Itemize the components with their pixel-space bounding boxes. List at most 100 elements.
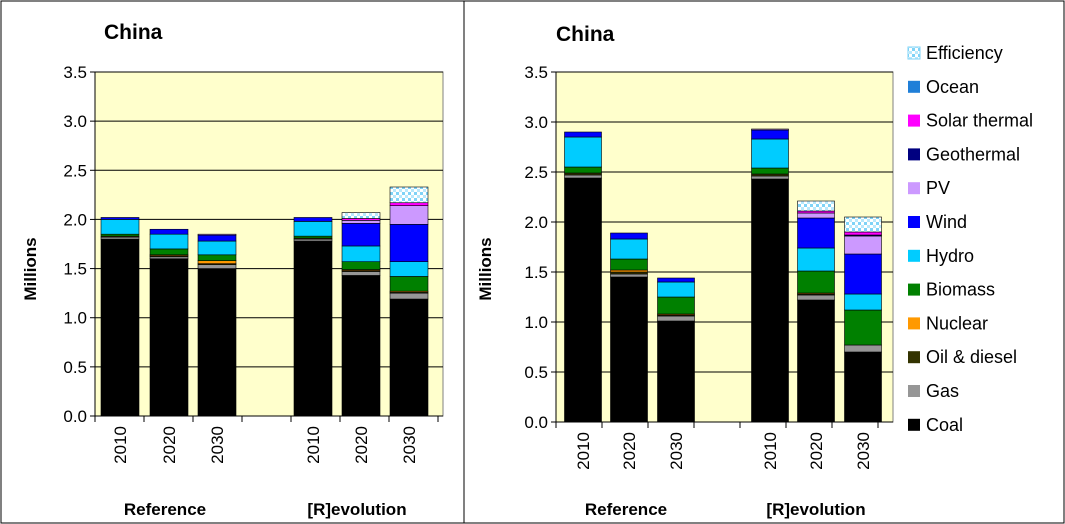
left-bar-efficiency-4 [341,212,381,219]
left-x-tick-label: 2030 [400,426,419,464]
legend-label-ocean: Ocean [926,77,979,97]
left-bar-biomass-1 [149,248,189,256]
left-bar-biomass-2 [197,254,237,262]
right-bar-pv-5 [844,235,882,255]
left-bar-hydro-1 [149,233,189,250]
right-bar-solar-thermal-5 [844,231,882,236]
right-bar-gas-5 [844,344,882,353]
right-x-tick-label: 2030 [667,432,686,470]
right-y-tick-label: 0.5 [524,363,548,382]
legend-label-wind: Wind [926,212,967,232]
left-y-tick-label: 2.5 [63,161,87,180]
left-bar-hydro-0 [100,219,140,235]
right-y-tick-label: 1.0 [524,313,548,332]
right-chart-title: China [556,23,615,46]
left-group-label-reference: Reference [124,500,206,519]
right-bar-hydro-1 [610,238,648,260]
left-bar-coal-3 [293,240,333,417]
right-bar-solar-thermal-4 [797,210,835,214]
right-bar-gas-0 [564,174,602,179]
left-bar-gas-4 [341,271,381,276]
right-bar-hydro-0 [564,136,602,168]
right-bar-pv-4 [797,212,835,219]
left-bar-hydro-2 [197,240,237,256]
left-bar-biomass-4 [341,261,381,270]
right-bar-hydro-4 [797,247,835,272]
left-x-tick-label: 2010 [304,426,323,464]
legend-label-pv: PV [926,178,950,198]
left-bar-coal-4 [341,275,381,417]
left-bar-coal-5 [389,298,429,417]
right-bar-efficiency-5 [844,216,882,233]
left-y-axis-label: Millions [21,237,40,300]
left-chart-title: China [104,21,163,44]
left-bar-nuclear-2 [197,260,237,264]
right-x-tick-label: 2020 [807,432,826,470]
right-y-tick-label: 1.5 [524,263,548,282]
right-bar-wind-5 [844,253,882,295]
right-x-tick-label: 2010 [761,432,780,470]
legend-swatch-coal [908,418,920,431]
left-bar-efficiency-5 [389,186,429,204]
right-y-tick-label: 0.0 [524,413,548,432]
left-x-tick-label: 2020 [160,426,179,464]
right-bar-gas-3 [751,175,789,180]
right-bar-coal-2 [657,320,695,423]
left-x-tick-label: 2020 [352,426,371,464]
legend-label-nuclear: Nuclear [926,313,988,333]
right-y-axis-label: Millions [476,237,495,300]
left-y-tick-label: 1.0 [63,309,87,328]
left-bar-biomass-5 [389,276,429,292]
left-bar-pv-5 [389,205,429,225]
left-bar-pv-4 [341,220,381,224]
legend-swatch-biomass [908,283,920,296]
legend-swatch-wind [908,216,920,228]
right-bar-wind-2 [657,277,695,283]
legend-label-gas: Gas [926,381,959,401]
left-bar-coal-0 [100,238,140,417]
left-x-tick-label: 2030 [208,426,227,464]
left-bar-pv-2 [197,233,237,236]
right-bar-hydro-5 [844,293,882,311]
right-bar-coal-0 [564,177,602,423]
left-bar-hydro-3 [293,221,333,237]
right-bar-biomass-1 [610,258,648,271]
left-x-tick-label: 2010 [111,426,130,464]
legend-swatch-nuclear [908,317,920,330]
right-bar-oil-diesel-0 [564,172,602,176]
legend-swatch-pv [908,182,920,195]
left-bar-gas-5 [389,292,429,300]
right-bar-oil-diesel-3 [751,173,789,177]
right-bar-coal-3 [751,178,789,423]
right-y-tick-label: 2.5 [524,163,548,182]
left-y-tick-label: 0.5 [63,358,87,377]
legend-swatch-gas [908,385,920,397]
right-x-tick-label: 2020 [620,432,639,470]
right-bar-hydro-2 [657,281,695,298]
right-y-tick-label: 3.0 [524,113,548,132]
right-y-tick-label: 2.0 [524,213,548,232]
right-bar-biomass-2 [657,296,695,315]
right-bar-hydro-3 [751,138,789,169]
right-bar-efficiency-4 [797,200,835,212]
right-bar-wind-1 [610,232,648,240]
left-y-tick-label: 1.5 [63,260,87,279]
legend-label-hydro: Hydro [926,246,974,266]
left-bar-wind-1 [149,228,189,235]
left-bar-wind-3 [293,217,333,222]
left-bar-solar-thermal-5 [389,202,429,206]
legend-swatch-oil-diesel [908,351,920,364]
legend-swatch-hydro [908,249,920,262]
left-y-tick-label: 2.0 [63,210,87,229]
right-bar-biomass-3 [751,167,789,175]
left-bar-wind-0 [100,217,140,220]
right-x-tick-label: 2010 [574,432,593,470]
left-bar-hydro-4 [341,245,381,262]
left-y-tick-label: 0.0 [63,407,87,426]
legend-label-biomass: Biomass [926,280,995,300]
left-bar-coal-2 [197,268,237,417]
right-group-label-revolution: [R]evolution [766,500,865,519]
legend-label-oil-diesel: Oil & diesel [926,347,1017,367]
left-chart: China Millions Reference [R]evolution 0.… [21,21,444,519]
left-bar-wind-4 [341,223,381,247]
